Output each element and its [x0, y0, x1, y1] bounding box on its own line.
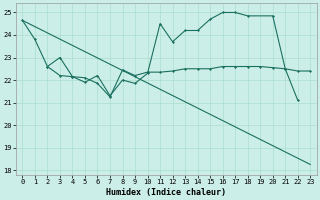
X-axis label: Humidex (Indice chaleur): Humidex (Indice chaleur)	[106, 188, 226, 197]
